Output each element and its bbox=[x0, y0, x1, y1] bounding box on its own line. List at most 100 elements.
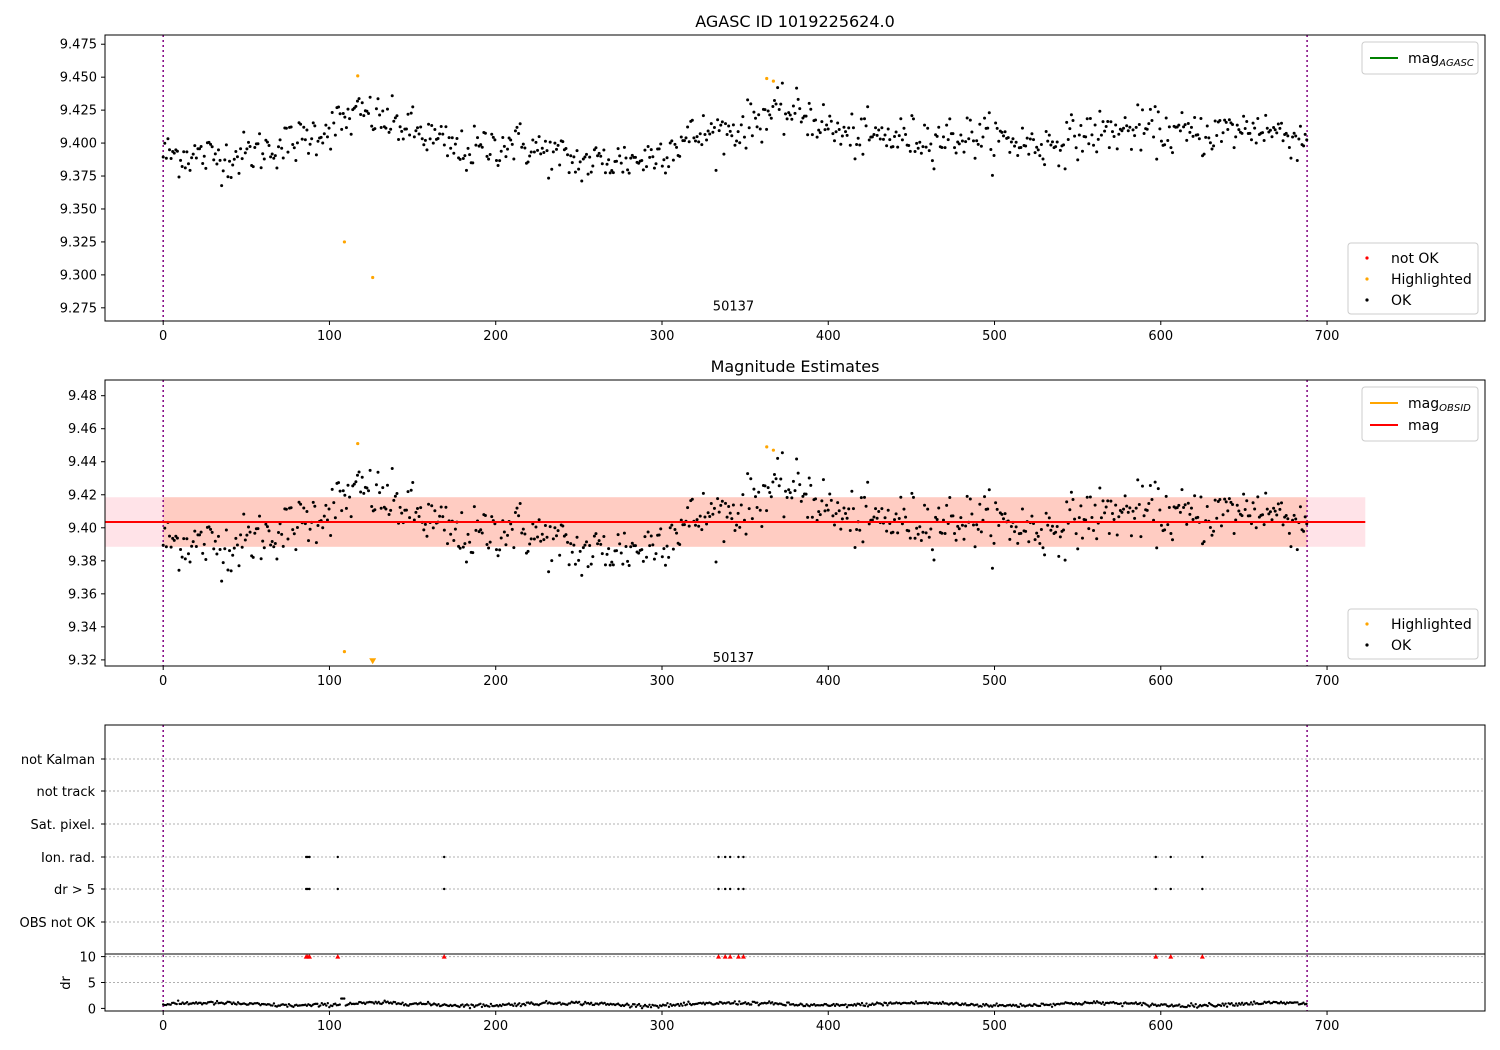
ok-point bbox=[637, 161, 641, 165]
ok-point bbox=[1020, 507, 1024, 511]
ok-point bbox=[550, 167, 554, 171]
ok-point bbox=[712, 506, 716, 510]
ok-point bbox=[1096, 137, 1100, 141]
agasc-magnitude-panel: AGASC ID 1019225624.0 50137 0 100 200 300 40… bbox=[60, 12, 1486, 344]
ok-point bbox=[1199, 495, 1203, 499]
y-tick-label: 9.400 bbox=[60, 137, 97, 152]
ok-point bbox=[795, 86, 799, 90]
ok-point bbox=[545, 535, 549, 539]
panel-title: AGASC ID 1019225624.0 bbox=[695, 12, 895, 31]
ok-point bbox=[1136, 103, 1140, 107]
ok-point bbox=[294, 158, 298, 162]
ok-point bbox=[212, 158, 216, 162]
ok-point bbox=[853, 157, 857, 161]
ok-point bbox=[169, 545, 173, 549]
ok-point bbox=[1295, 159, 1299, 163]
dr-point bbox=[1305, 1002, 1308, 1006]
ok-point bbox=[316, 139, 320, 143]
ok-point bbox=[720, 120, 724, 124]
ok-point bbox=[471, 551, 475, 555]
ok-point bbox=[1084, 518, 1088, 522]
ok-point bbox=[1054, 145, 1058, 149]
ok-point bbox=[207, 525, 211, 529]
dr-point bbox=[784, 1004, 787, 1007]
ok-point bbox=[270, 539, 274, 543]
ok-point bbox=[624, 544, 628, 548]
dr-point bbox=[419, 1001, 422, 1004]
ok-point bbox=[237, 564, 241, 568]
ok-point bbox=[1142, 132, 1146, 136]
ok-point bbox=[340, 509, 344, 513]
ok-point bbox=[619, 161, 623, 165]
ok-point bbox=[1245, 120, 1249, 124]
ok-point bbox=[1019, 146, 1023, 150]
ok-point bbox=[1122, 126, 1126, 130]
ok-point bbox=[272, 156, 276, 160]
ok-point bbox=[314, 153, 318, 157]
ok-point bbox=[502, 144, 506, 148]
ok-point bbox=[412, 135, 416, 139]
legend-label: OK bbox=[1391, 638, 1412, 654]
ok-point bbox=[311, 121, 315, 125]
ok-point bbox=[902, 507, 906, 511]
ok-point bbox=[793, 111, 797, 115]
dr-point bbox=[676, 1002, 680, 1006]
y-tick-label: 9.44 bbox=[68, 455, 97, 470]
dr-point bbox=[515, 1004, 518, 1008]
ok-point bbox=[665, 544, 669, 548]
ok-point bbox=[1041, 157, 1045, 161]
ok-point bbox=[799, 499, 803, 503]
ok-point bbox=[494, 548, 498, 552]
ok-point bbox=[937, 125, 941, 129]
ok-point bbox=[904, 515, 908, 519]
ok-point bbox=[886, 127, 890, 131]
dr-point bbox=[328, 1005, 331, 1009]
ok-point bbox=[322, 514, 326, 518]
ok-point bbox=[771, 480, 775, 484]
ok-point bbox=[831, 514, 835, 518]
plot-area bbox=[105, 725, 1485, 1011]
ok-point bbox=[529, 150, 533, 154]
ok-point bbox=[499, 536, 503, 540]
ok-point bbox=[700, 143, 704, 147]
ok-point bbox=[1095, 537, 1099, 541]
ok-point bbox=[299, 502, 303, 506]
ok-point bbox=[264, 522, 268, 526]
ok-point bbox=[193, 144, 197, 148]
dr-point bbox=[500, 1004, 503, 1008]
ok-point bbox=[896, 145, 900, 149]
ok-point bbox=[1256, 116, 1260, 120]
ok-point bbox=[1014, 525, 1018, 529]
ok-point bbox=[851, 126, 855, 130]
ok-point bbox=[215, 162, 219, 166]
ok-point bbox=[1152, 135, 1156, 139]
ok-point bbox=[1164, 494, 1168, 498]
ok-point bbox=[626, 168, 630, 172]
ok-point bbox=[1080, 536, 1084, 540]
ok-point bbox=[1177, 123, 1181, 127]
ok-point bbox=[1085, 117, 1089, 121]
ok-point bbox=[554, 534, 558, 538]
ok-point bbox=[368, 95, 372, 99]
ok-point bbox=[1098, 109, 1102, 113]
ok-point bbox=[659, 527, 663, 531]
ok-point bbox=[1278, 126, 1282, 130]
ok-point bbox=[204, 557, 208, 561]
ok-point bbox=[592, 148, 596, 152]
ok-point bbox=[307, 151, 311, 155]
ok-point bbox=[1231, 503, 1235, 507]
ok-point bbox=[292, 146, 296, 150]
ok-point bbox=[1009, 140, 1013, 144]
ok-point bbox=[168, 148, 172, 152]
ok-point bbox=[512, 157, 516, 161]
ok-point bbox=[278, 138, 282, 142]
ok-point bbox=[446, 154, 450, 158]
ok-point bbox=[504, 155, 508, 159]
ok-point bbox=[735, 139, 739, 143]
ok-point bbox=[757, 490, 761, 494]
ok-point bbox=[693, 139, 697, 143]
ok-point bbox=[722, 540, 726, 544]
ok-point bbox=[960, 523, 964, 527]
ok-point bbox=[528, 542, 532, 546]
y-tick-label: 9.48 bbox=[68, 389, 97, 404]
